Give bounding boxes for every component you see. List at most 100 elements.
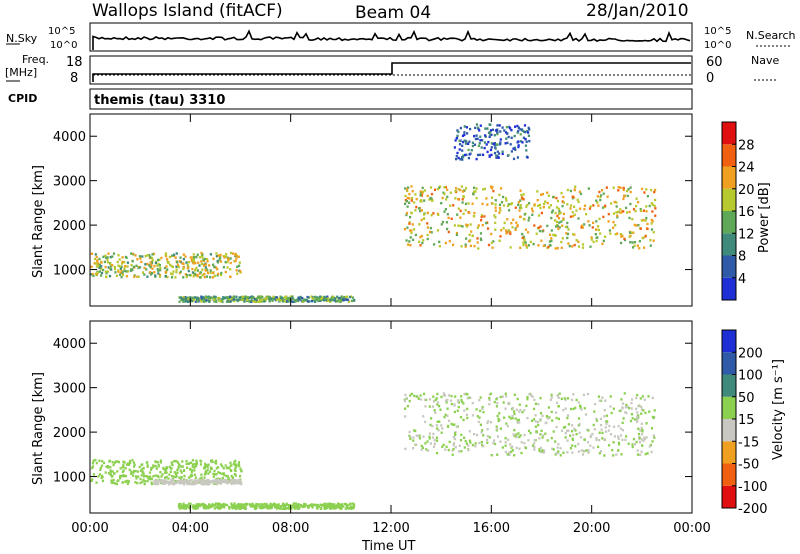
y-tick-label: 2000	[53, 426, 86, 441]
echo-cell	[577, 240, 580, 243]
echo-cell	[130, 470, 133, 473]
echo-cell	[481, 407, 484, 410]
echo-cell	[323, 505, 326, 508]
echo-cell	[200, 295, 203, 298]
echo-cell	[618, 443, 621, 446]
echo-cell	[238, 296, 241, 299]
echo-cell	[91, 478, 94, 481]
echo-cell	[290, 507, 293, 510]
echo-cell	[444, 186, 447, 189]
echo-cell	[221, 480, 224, 484]
echo-cell	[181, 505, 184, 508]
echo-cell	[650, 427, 654, 430]
colorbar-segment	[722, 374, 736, 397]
echo-cell	[183, 478, 186, 481]
echo-cell	[495, 154, 498, 157]
echo-cell	[159, 461, 162, 464]
echo-cell	[546, 191, 549, 194]
echo-cell	[453, 146, 456, 149]
echo-cell	[511, 414, 514, 418]
echo-cell	[524, 446, 528, 450]
echo-cell	[443, 394, 447, 397]
echo-cell	[297, 299, 300, 302]
echo-cell	[573, 233, 576, 236]
echo-cell	[348, 300, 351, 303]
echo-cell	[439, 408, 442, 411]
echo-cell	[194, 476, 197, 479]
echo-cell	[231, 507, 234, 510]
echo-cell	[609, 405, 612, 408]
echo-cell	[461, 158, 464, 161]
echo-cell	[452, 243, 455, 247]
echo-cell	[530, 207, 534, 210]
echo-cell	[248, 300, 251, 303]
echo-cell	[420, 218, 423, 222]
echo-cell	[204, 506, 207, 510]
echo-cell	[259, 505, 263, 508]
echo-cell	[140, 260, 143, 264]
echo-cell	[271, 299, 274, 302]
echo-cell	[101, 460, 104, 463]
echo-cell	[197, 503, 200, 507]
echo-cell	[601, 431, 604, 435]
echo-cell	[538, 229, 541, 233]
echo-cell	[653, 190, 656, 194]
echo-cell	[93, 262, 96, 265]
echo-cell	[418, 437, 422, 440]
echo-cell	[188, 479, 192, 482]
echo-cell	[116, 470, 119, 473]
echo-cell	[141, 463, 144, 466]
echo-cell	[229, 481, 232, 484]
echo-cell	[603, 438, 606, 441]
echo-cell	[495, 143, 498, 146]
echo-cell	[520, 441, 523, 444]
echo-cell	[537, 214, 541, 217]
echo-cell	[404, 187, 407, 190]
echo-cell	[217, 471, 220, 474]
echo-cell	[98, 473, 101, 476]
echo-cell	[455, 425, 458, 428]
echo-cell	[223, 256, 226, 259]
echo-cell	[605, 422, 608, 425]
echo-cell	[620, 398, 623, 401]
echo-cell	[458, 143, 462, 146]
echo-cell	[650, 222, 653, 225]
echo-cell	[612, 221, 615, 224]
colorbar-tick-label: -15	[738, 435, 759, 450]
echo-cell	[542, 206, 545, 209]
echo-cell	[619, 186, 622, 189]
velocity-x-ticks: 00:00 04:00 08:00 12:00 16:00 20:00 00:00	[71, 321, 711, 536]
echo-cell	[204, 483, 207, 486]
echo-cell	[468, 211, 471, 215]
echo-cell	[578, 423, 581, 426]
echo-cell	[97, 264, 100, 268]
echo-cell	[213, 300, 216, 303]
echo-cell	[409, 215, 412, 219]
echo-cell	[404, 393, 407, 397]
echo-cell	[526, 156, 529, 159]
echo-cell	[574, 406, 577, 410]
echo-cell	[235, 295, 238, 298]
echo-cell	[239, 270, 242, 273]
echo-cell	[262, 506, 265, 509]
echo-cell	[597, 204, 600, 207]
echo-cell	[96, 259, 99, 263]
echo-cell	[636, 453, 640, 456]
echo-cell	[590, 236, 593, 239]
echo-cell	[625, 411, 628, 415]
echo-cell	[495, 156, 498, 159]
echo-cell	[564, 225, 567, 229]
echo-cell	[111, 255, 114, 258]
echo-cell	[604, 204, 607, 207]
velocity-echo-cells	[90, 392, 656, 511]
echo-cell	[171, 273, 174, 276]
echo-cell	[577, 442, 580, 446]
echo-cell	[610, 202, 613, 205]
echo-cell	[201, 273, 204, 277]
echo-cell	[635, 440, 638, 444]
echo-cell	[441, 220, 445, 224]
echo-cell	[465, 223, 468, 226]
echo-cell	[266, 507, 269, 510]
echo-cell	[505, 137, 508, 140]
